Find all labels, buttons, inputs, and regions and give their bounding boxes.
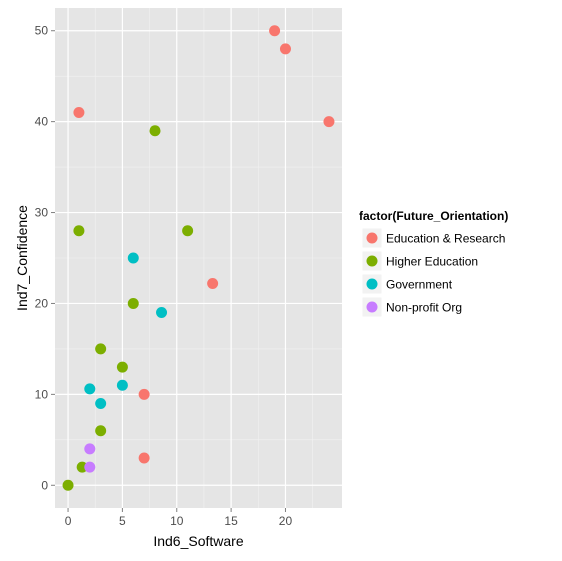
- data-point: [95, 425, 107, 437]
- legend-marker: [366, 278, 378, 290]
- x-axis-ticks: 0 5 10 15 20: [65, 508, 293, 528]
- data-point: [95, 397, 107, 409]
- data-point: [207, 277, 219, 289]
- data-point: [323, 116, 335, 128]
- data-point: [84, 443, 96, 455]
- data-point: [95, 343, 107, 355]
- data-point: [84, 461, 96, 473]
- data-point: [127, 252, 139, 264]
- legend-label: Education & Research: [386, 232, 505, 246]
- y-tick-label: 50: [35, 24, 49, 38]
- legend-label: Non-profit Org: [386, 301, 462, 315]
- data-point: [182, 225, 194, 237]
- data-point: [127, 297, 139, 309]
- data-point: [138, 388, 150, 400]
- x-axis-title: Ind6_Software: [153, 533, 243, 549]
- data-point: [62, 479, 74, 491]
- legend-label: Government: [386, 278, 453, 292]
- y-axis-title: Ind7_Confidence: [14, 205, 30, 311]
- legend-label: Higher Education: [386, 255, 478, 269]
- y-tick-label: 20: [35, 296, 49, 310]
- x-tick-label: 20: [279, 514, 293, 528]
- data-point: [73, 225, 85, 237]
- data-point: [138, 452, 150, 464]
- data-point: [269, 25, 281, 37]
- data-point: [279, 43, 291, 55]
- data-point: [156, 307, 168, 319]
- data-point: [116, 361, 128, 373]
- data-point: [73, 107, 85, 119]
- data-point: [76, 461, 88, 473]
- x-tick-label: 15: [224, 514, 238, 528]
- legend-marker: [366, 301, 378, 313]
- legend-items: Education & Research Higher Education Gove…: [361, 227, 505, 318]
- data-point: [149, 125, 161, 137]
- data-point: [84, 383, 96, 395]
- y-axis-ticks: 0 10 20 30 40 50: [35, 24, 55, 492]
- data-points: [62, 25, 335, 491]
- x-tick-label: 5: [119, 514, 126, 528]
- legend-marker: [366, 255, 378, 267]
- y-tick-label: 0: [41, 478, 48, 492]
- data-point: [116, 379, 128, 391]
- x-tick-label: 10: [170, 514, 184, 528]
- legend-marker: [366, 232, 378, 244]
- y-tick-label: 10: [35, 387, 49, 401]
- y-tick-label: 30: [35, 206, 49, 220]
- x-tick-label: 0: [65, 514, 72, 528]
- legend: factor(Future_Orientation) Education & R…: [359, 209, 508, 318]
- y-tick-label: 40: [35, 115, 49, 129]
- grid: [55, 8, 342, 508]
- legend-title: factor(Future_Orientation): [359, 209, 508, 223]
